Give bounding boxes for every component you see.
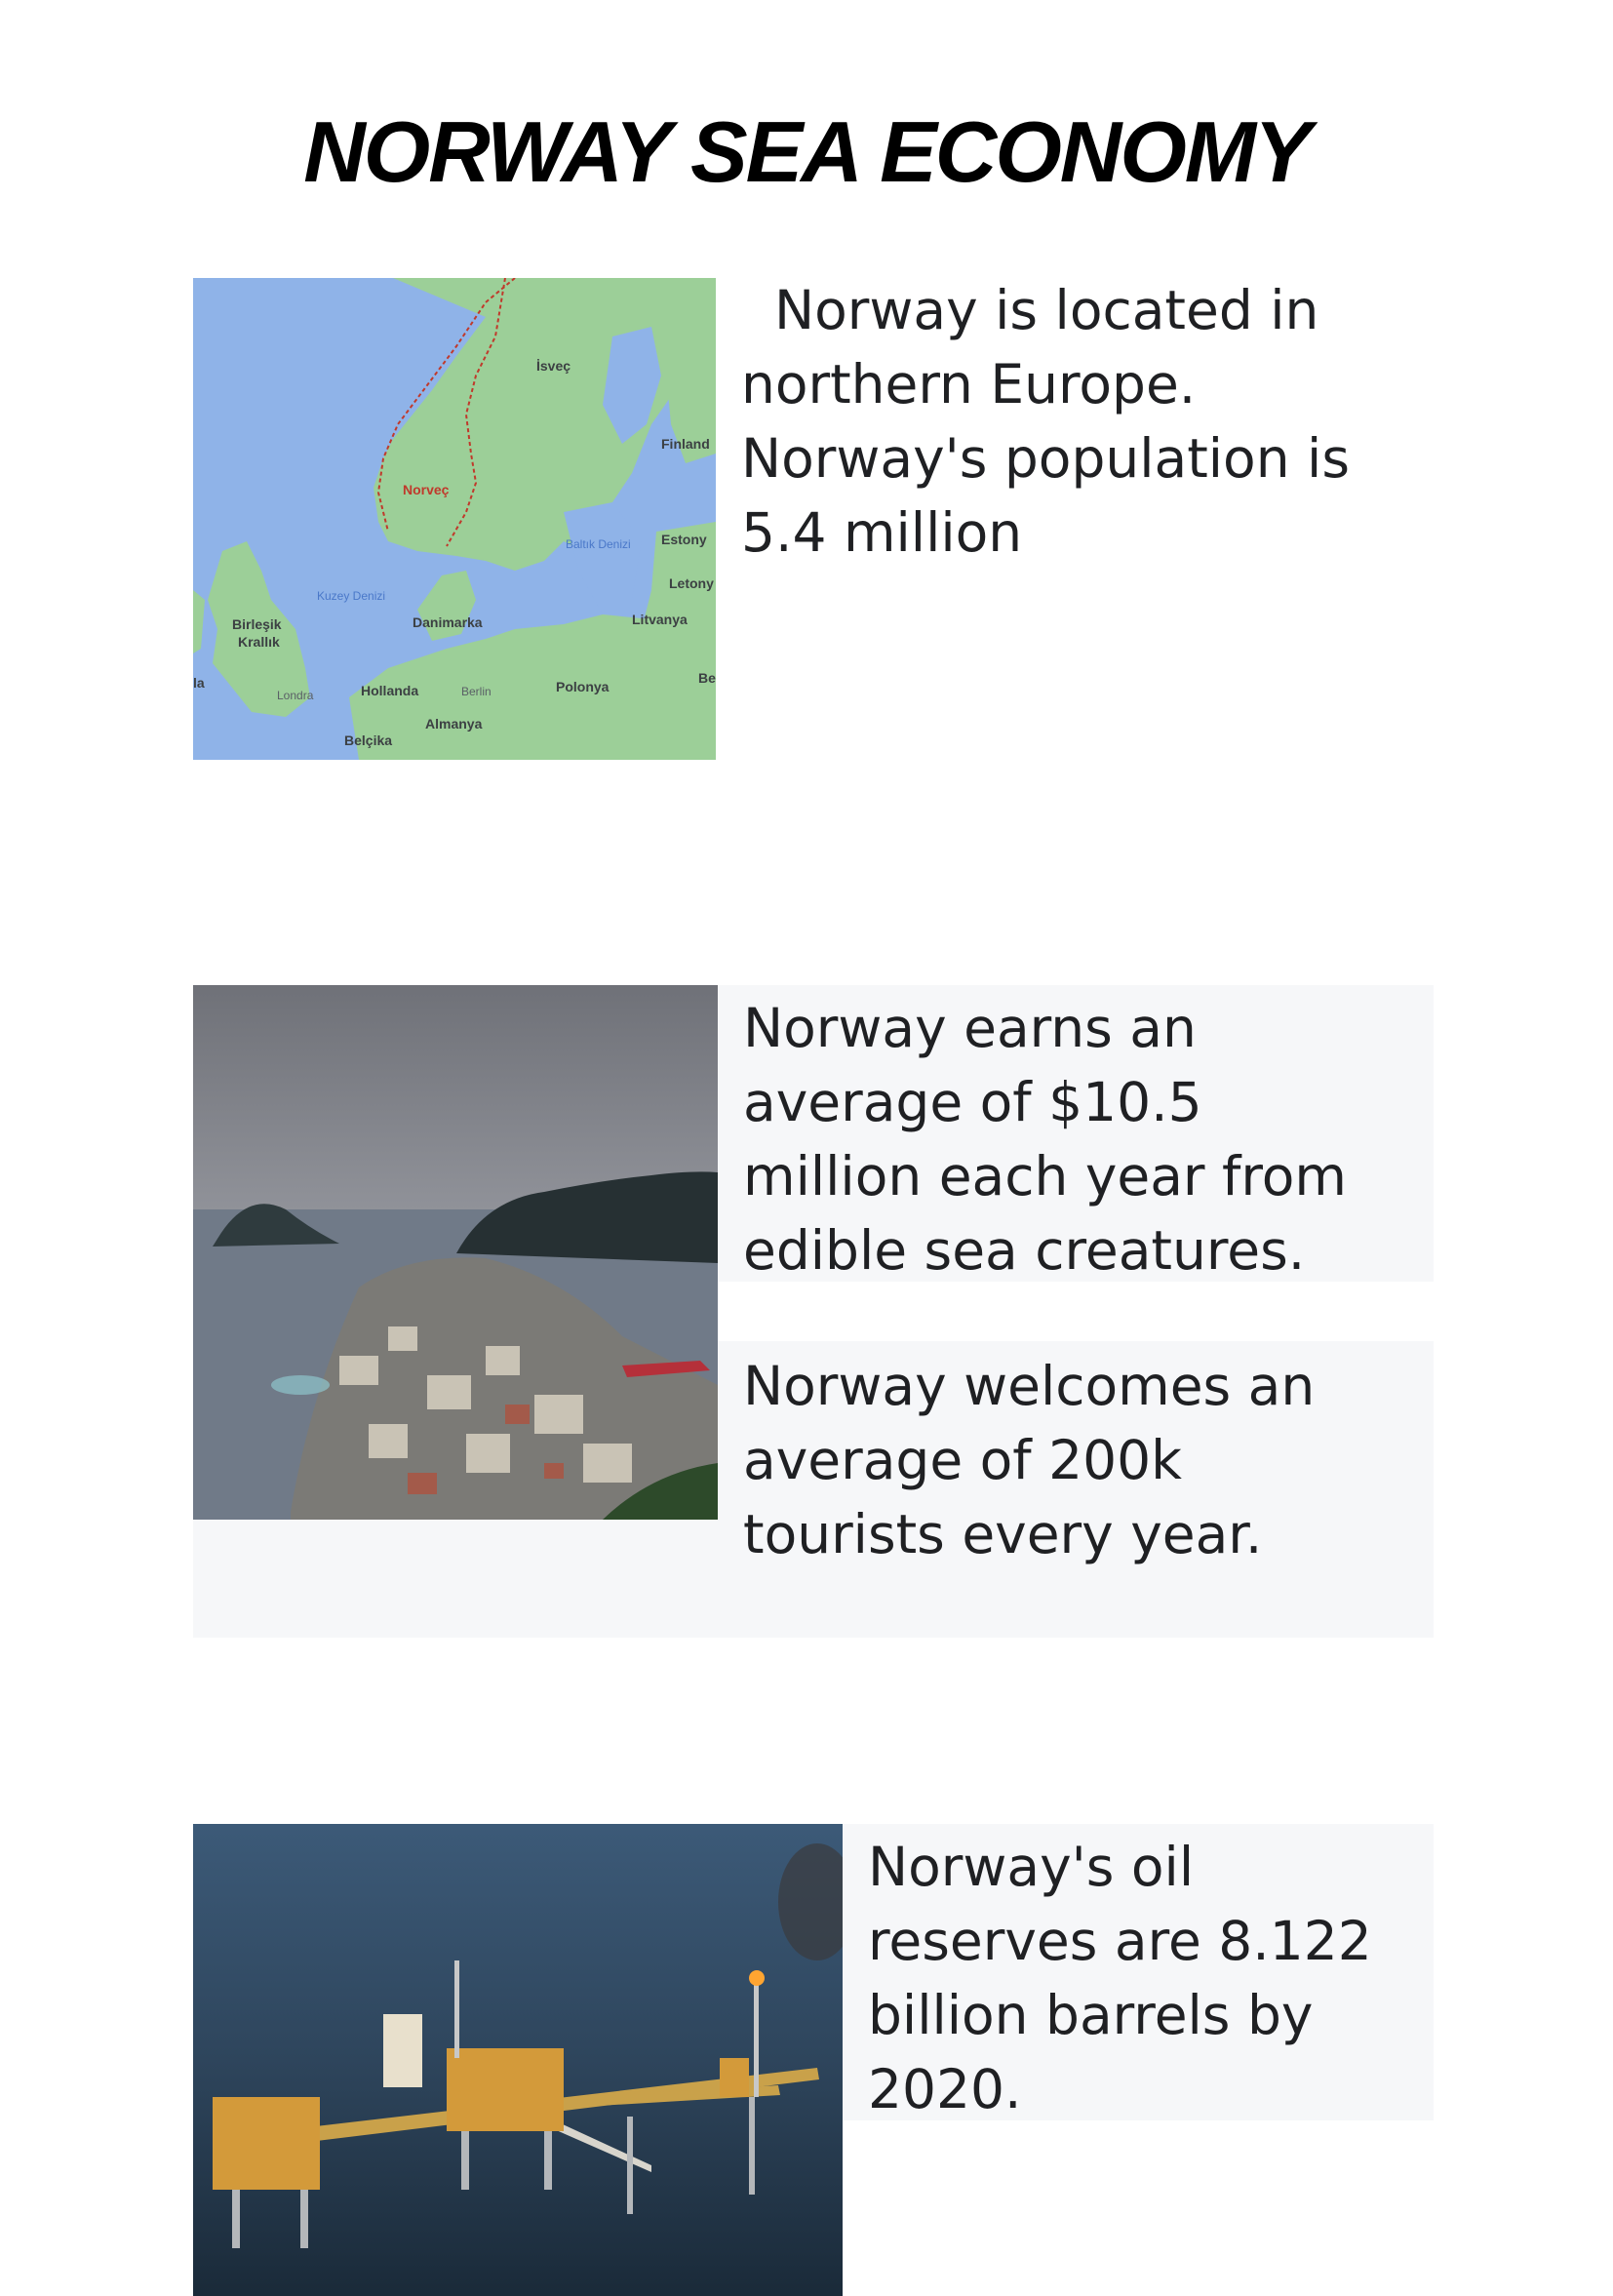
text-line: million each year from xyxy=(743,1145,1347,1207)
map-label-hollanda: Hollanda xyxy=(361,683,418,698)
tourism-text: Norway welcomes an average of 200k touri… xyxy=(743,1349,1426,1571)
map-label-krallik: Krallık xyxy=(238,634,280,650)
earnings-panel xyxy=(712,985,1434,1282)
map-label-londra: Londra xyxy=(277,689,314,702)
text-line: Norway is located in xyxy=(774,279,1319,341)
text-line: 2020. xyxy=(868,2058,1022,2120)
map-label-berlin: Berlin xyxy=(461,685,492,698)
oil-panel xyxy=(841,1824,1434,2120)
text-line: average of 200k xyxy=(743,1429,1182,1491)
map-label-almanya: Almanya xyxy=(425,716,483,732)
oil-text: Norway's oil reserves are 8.122 billion … xyxy=(868,1830,1434,2126)
map-label-belcika: Belçika xyxy=(344,732,392,748)
norway-map-image: İsveç Finland Norveç Estony Letony Birle… xyxy=(193,278,716,760)
earnings-text: Norway earns an average of $10.5 million… xyxy=(743,991,1426,1287)
map-label-estony: Estony xyxy=(661,532,707,547)
map-label-baltik: Baltık Denizi xyxy=(566,537,631,551)
text-line: billion barrels by xyxy=(868,1984,1314,2046)
map-label-norvec: Norveç xyxy=(403,482,450,497)
text-line: reserves are 8.122 xyxy=(868,1910,1372,1972)
oil-platform-image xyxy=(193,1824,843,2296)
text-line: 5.4 million xyxy=(741,501,1023,564)
map-label-letony: Letony xyxy=(669,575,714,591)
text-line: Norway earns an xyxy=(743,997,1197,1059)
map-label-polonya: Polonya xyxy=(556,679,610,694)
map-label-danimarka: Danimarka xyxy=(413,614,483,630)
map-label-la: la xyxy=(193,675,205,691)
text-line: Norway's population is xyxy=(741,427,1350,490)
alesund-town-image xyxy=(193,985,718,1520)
map-label-finland: Finland xyxy=(661,436,710,452)
text-line: average of $10.5 xyxy=(743,1071,1202,1133)
text-line: northern Europe. xyxy=(741,353,1197,416)
text-line: Norway welcomes an xyxy=(743,1355,1316,1417)
map-label-be: Be xyxy=(698,670,716,686)
text-line: Norway's oil xyxy=(868,1836,1195,1898)
text-line: edible sea creatures. xyxy=(743,1219,1306,1282)
text-line: tourists every year. xyxy=(743,1503,1263,1565)
map-label-kuzey: Kuzey Denizi xyxy=(317,589,385,603)
map-label-birlesik: Birleşik xyxy=(232,616,282,632)
page-title: NORWAY SEA ECONOMY xyxy=(303,103,1312,200)
map-label-litvanya: Litvanya xyxy=(632,612,688,627)
location-population-text: Norway is located in northern Europe. No… xyxy=(741,273,1482,570)
map-label-isvec: İsveç xyxy=(536,358,570,374)
